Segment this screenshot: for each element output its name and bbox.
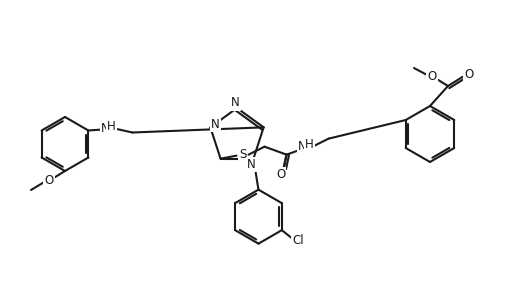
Text: N: N (247, 158, 256, 171)
Text: N: N (211, 118, 220, 131)
Text: Cl: Cl (292, 234, 304, 247)
Text: O: O (276, 168, 285, 181)
Text: O: O (427, 69, 437, 83)
Text: N: N (298, 140, 307, 153)
Text: O: O (44, 175, 54, 187)
Text: H: H (305, 138, 314, 151)
Text: S: S (239, 148, 246, 161)
Text: N: N (101, 122, 110, 135)
Text: N: N (231, 97, 239, 109)
Text: H: H (107, 120, 116, 133)
Text: O: O (464, 68, 474, 80)
